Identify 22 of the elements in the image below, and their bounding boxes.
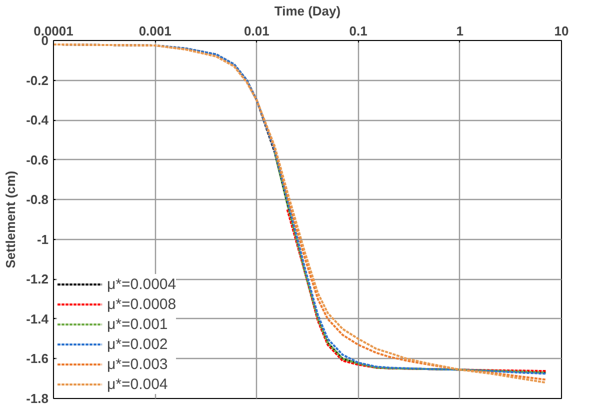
y-tick-label: -1.2	[26, 272, 49, 287]
y-tick-label: -1	[36, 232, 49, 247]
y-tick-label: -0.2	[26, 72, 49, 88]
y-tick-label: -0.4	[26, 112, 50, 128]
y-tick-label: -0.6	[26, 152, 49, 168]
legend-label: μ*=0.003	[107, 356, 168, 372]
legend-label: μ*=0.0004	[107, 276, 176, 292]
y-tick-label: -1.4	[26, 311, 50, 326]
y-tick-label: -1.6	[26, 351, 49, 366]
legend-label: μ*=0.002	[107, 336, 168, 352]
x-tick-label: 10	[554, 24, 569, 38]
legend-label: μ*=0.004	[107, 376, 168, 392]
y-tick-label: -0.8	[26, 192, 49, 208]
y-axis-title: Settlement (cm)	[3, 170, 18, 268]
x-tick-label: 1	[456, 24, 464, 38]
x-tick-label: 0.001	[138, 24, 172, 38]
y-tick-label: -1.8	[26, 391, 49, 406]
x-axis-title: Time (Day)	[274, 4, 341, 18]
legend-label: μ*=0.0008	[107, 296, 176, 312]
legend-label: μ*=0.001	[107, 316, 168, 332]
x-tick-label: 0.1	[349, 24, 368, 38]
x-tick-label: 0.01	[244, 24, 270, 38]
